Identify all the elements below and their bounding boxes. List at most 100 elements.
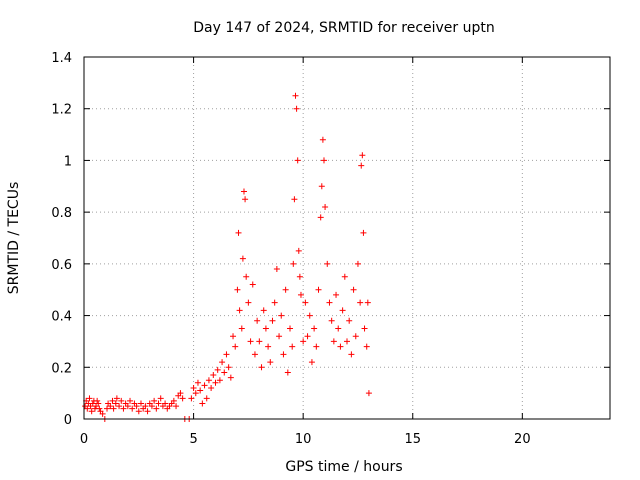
data-point [296, 273, 303, 280]
data-point [212, 379, 219, 386]
data-point [308, 359, 315, 366]
data-point [320, 157, 327, 164]
data-point [99, 410, 106, 417]
data-point [317, 214, 324, 221]
data-point [276, 333, 283, 340]
data-point [104, 405, 111, 412]
data-point [249, 281, 256, 288]
data-point [116, 403, 123, 410]
data-point [339, 307, 346, 314]
data-point [190, 384, 197, 391]
y-tick-label: 0.2 [51, 361, 72, 376]
data-point [359, 152, 366, 159]
data-point [289, 343, 296, 350]
data-point [94, 397, 101, 404]
data-point [96, 405, 103, 412]
y-tick-label: 0.8 [51, 206, 72, 221]
data-point [346, 317, 353, 324]
data-point [271, 299, 278, 306]
data-point [319, 136, 326, 143]
data-point [144, 408, 151, 415]
data-point [291, 196, 298, 203]
x-axis-label: GPS time / hours [285, 459, 402, 475]
data-point [214, 366, 221, 373]
data-point [348, 351, 355, 358]
data-point [232, 343, 239, 350]
data-point [236, 307, 243, 314]
data-point [227, 374, 234, 381]
data-point [365, 390, 372, 397]
data-point [95, 400, 102, 407]
data-point [278, 312, 285, 319]
data-point [162, 400, 169, 407]
data-point [210, 372, 217, 379]
x-tick-label: 15 [404, 432, 421, 447]
data-point [287, 325, 294, 332]
y-axis-label: SRMTID / TECUs [6, 182, 22, 295]
axis-ticks: 0 5 10 15 20 0 0.2 0.4 0.6 0.8 1 1.2 1.4 [51, 51, 610, 447]
data-point [293, 105, 300, 112]
data-point [133, 403, 140, 410]
data-point [364, 299, 371, 306]
y-tick-label: 0.6 [51, 258, 72, 273]
data-point [335, 325, 342, 332]
data-point [300, 338, 307, 345]
data-point [337, 343, 344, 350]
data-point [109, 397, 116, 404]
data-point [84, 405, 91, 412]
data-point [153, 405, 160, 412]
data-point [358, 162, 365, 169]
data-point [88, 408, 95, 415]
data-point [142, 403, 149, 410]
data-point [124, 403, 131, 410]
data-point [315, 286, 322, 293]
data-point [219, 359, 226, 366]
data-point [258, 364, 265, 371]
data-point [199, 400, 206, 407]
data-point [265, 343, 272, 350]
data-point [234, 286, 241, 293]
data-point [352, 333, 359, 340]
data-point [262, 325, 269, 332]
data-point [260, 307, 267, 314]
data-point [243, 273, 250, 280]
grid-lines [84, 57, 610, 419]
data-point [89, 400, 96, 407]
data-point [284, 369, 291, 376]
data-point [360, 229, 367, 236]
data-point [350, 286, 357, 293]
data-point [235, 229, 242, 236]
data-point [242, 196, 249, 203]
y-tick-label: 1.2 [51, 103, 72, 118]
data-point [135, 408, 142, 415]
data-point [295, 247, 302, 254]
data-point [254, 317, 261, 324]
data-point [322, 203, 329, 210]
data-point [225, 364, 232, 371]
data-point [313, 343, 320, 350]
data-point [282, 286, 289, 293]
data-point [120, 405, 127, 412]
data-point [107, 403, 114, 410]
data-point [129, 405, 136, 412]
data-point [328, 317, 335, 324]
data-point [223, 351, 230, 358]
data-point [127, 397, 134, 404]
data-point [280, 351, 287, 358]
y-tick-label: 0.4 [51, 310, 72, 325]
data-point [357, 299, 364, 306]
data-point [205, 377, 212, 384]
chart-title: Day 147 of 2024, SRMTID for receiver upt… [193, 20, 495, 36]
x-tick-label: 5 [189, 432, 197, 447]
data-point [208, 384, 215, 391]
data-point [294, 157, 301, 164]
data-point [269, 317, 276, 324]
data-point [333, 291, 340, 298]
data-point [148, 403, 155, 410]
data-point [330, 338, 337, 345]
data-point [86, 395, 93, 402]
data-point [118, 397, 125, 404]
data-point [179, 395, 186, 402]
data-point [273, 266, 280, 273]
